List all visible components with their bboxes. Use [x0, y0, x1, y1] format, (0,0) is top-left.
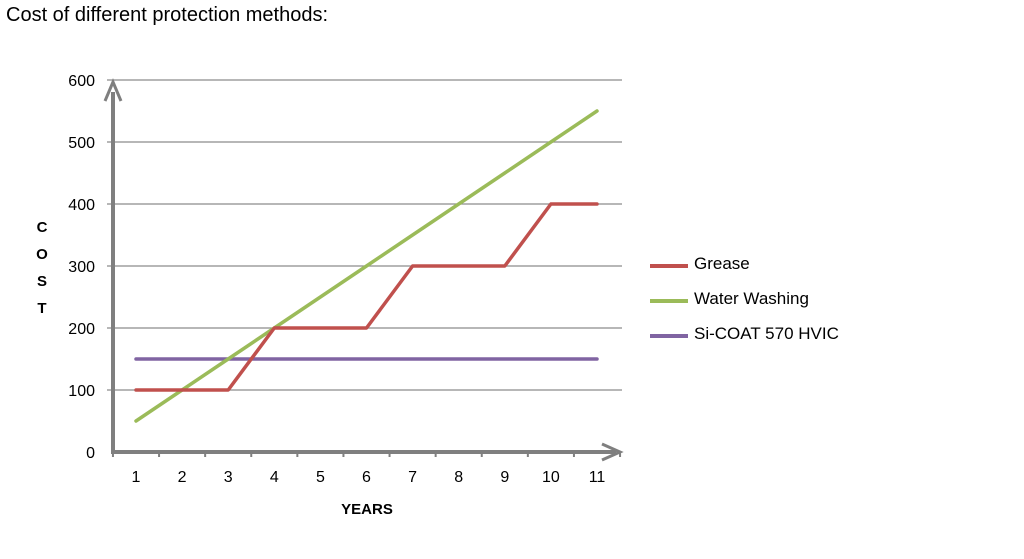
x-tick-labels: 1 2 3 4 5 6 7 8 9 10 11: [132, 469, 606, 486]
y-tick-label: 100: [68, 383, 95, 400]
series-line-water-washing: [134, 109, 599, 423]
series-line-grease: [134, 202, 599, 392]
x-tick-label: 5: [316, 469, 325, 486]
y-tick-label: 600: [68, 73, 95, 90]
x-tick-label: 9: [500, 469, 509, 486]
legend-swatch: [650, 334, 688, 338]
legend-swatch: [650, 299, 688, 303]
x-tick-label: 2: [178, 469, 187, 486]
x-tick-label: 3: [224, 469, 233, 486]
legend-label: Si-COAT 570 HVIC: [694, 324, 839, 343]
y-tick-label: 500: [68, 135, 95, 152]
page-title: Cost of different protection methods:: [6, 4, 329, 26]
legend-swatch: [650, 264, 688, 268]
x-tick-label: 4: [270, 469, 279, 486]
x-tick-label: 7: [408, 469, 417, 486]
x-tick-label: 10: [542, 469, 560, 486]
y-tick-label: 300: [68, 259, 95, 276]
y-tick-label: 400: [68, 197, 95, 214]
legend-label: Grease: [694, 254, 750, 273]
y-tick-label: 0: [86, 445, 95, 462]
y-tick-label: 200: [68, 321, 95, 338]
x-tick-label: 8: [454, 469, 463, 486]
series-lines: [134, 109, 599, 423]
x-tick-label: 1: [132, 469, 141, 486]
axes: [103, 78, 624, 462]
y-axis-arrow: [103, 78, 123, 102]
x-axis-label: YEARS: [341, 501, 393, 518]
x-tick-label: 11: [589, 469, 606, 486]
y-tick-labels: 0 100 200 300 400 500 600: [68, 73, 95, 462]
x-tick-label: 6: [362, 469, 371, 486]
gridlines: [107, 79, 622, 391]
legend-label: Water Washing: [694, 289, 809, 308]
